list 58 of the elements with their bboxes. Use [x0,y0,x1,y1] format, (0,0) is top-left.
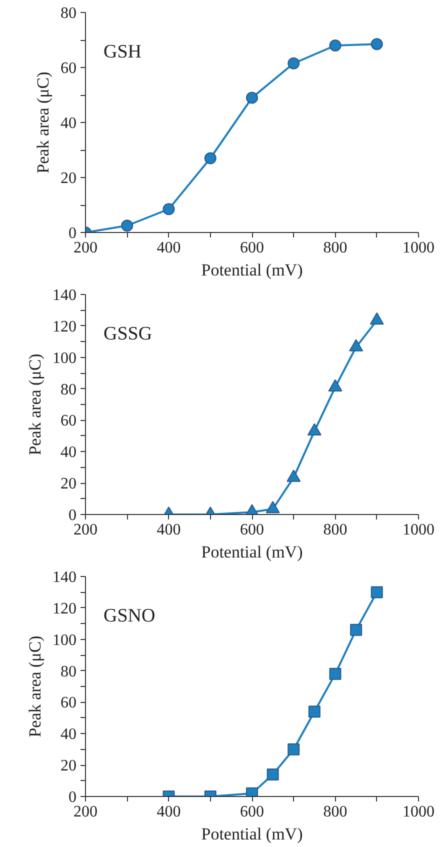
x-axis-title: Potential (mV) [201,542,303,562]
y-tick-label: 40 [60,115,76,132]
x-tick-label: 600 [240,522,264,538]
x-tick-label: 800 [323,804,348,820]
x-tick-label: 800 [323,522,348,538]
point [370,586,383,598]
y-tick-label: 20 [60,170,76,187]
point [266,768,279,780]
x-axis-title: Potential (mV) [201,824,303,844]
point [370,38,383,50]
point [246,92,258,104]
x-tick-label: 600 [240,804,264,820]
text: GSH [104,42,142,62]
x-tick-label: 1000 [402,804,434,820]
y-tick-label: 0 [68,507,76,524]
x-tick-label: 200 [74,240,98,256]
x-tick-label: 800 [323,240,348,256]
y-tick-label: 20 [60,476,76,493]
y-tick-label: 60 [60,694,76,712]
point [329,668,342,680]
y-tick-label: 120 [52,318,76,336]
point [350,624,362,636]
y-tick-label: 120 [52,600,76,618]
y-axis-title: Peak area (μC) [26,354,44,456]
point [288,743,300,756]
point [204,152,216,164]
y-tick-label: 80 [60,663,76,680]
text: GSNO [104,606,156,626]
x-axis-title: Potential (mV) [201,260,303,280]
y-tick-label: 80 [60,381,76,398]
y-axis-title: Peak area (μC) [34,72,52,174]
y-tick-label: 20 [60,758,76,775]
y-tick-label: 0 [68,225,76,242]
y-tick-label: 100 [52,350,76,367]
x-tick-label: 200 [74,522,98,538]
y-tick-label: 80 [60,5,76,22]
point [121,220,134,232]
x-tick-label: 400 [156,522,181,538]
x-tick-label: 600 [240,240,264,256]
point [308,706,320,718]
y-tick-label: 60 [60,412,76,430]
y-tick-label: 40 [60,726,76,744]
x-tick-label: 1000 [402,240,434,256]
y-tick-label: 40 [60,444,76,462]
y-tick-label: 100 [52,632,76,649]
x-tick-label: 1000 [402,522,434,538]
point [329,40,342,52]
y-tick-label: 0 [68,789,76,806]
point [162,203,175,216]
y-axis-title: Peak area (μC) [26,636,44,738]
y-tick-label: 140 [52,287,76,304]
x-tick-label: 400 [156,240,181,256]
y-tick-label: 140 [52,569,76,586]
text: GSSG [104,324,152,344]
x-tick-label: 400 [156,804,181,820]
y-tick-label: 60 [60,60,76,77]
point [288,57,300,70]
x-tick-label: 200 [74,804,98,820]
